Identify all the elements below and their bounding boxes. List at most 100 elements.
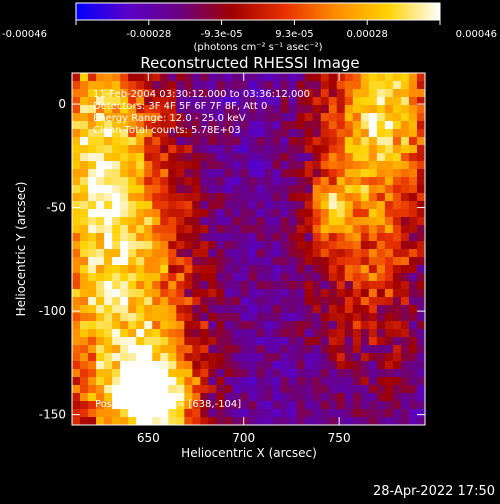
heatmap-cell xyxy=(200,73,209,82)
heatmap-cell xyxy=(160,393,169,402)
heatmap-cell xyxy=(160,105,169,114)
heatmap-cell xyxy=(320,225,330,234)
heatmap-cell xyxy=(336,137,346,146)
heatmap-cell xyxy=(384,281,394,290)
heatmap-cell xyxy=(288,257,298,266)
heatmap-cell xyxy=(136,113,145,122)
heatmap-cell xyxy=(344,369,354,378)
heatmap-cell xyxy=(72,337,81,346)
heatmap-cell xyxy=(344,417,354,426)
heatmap-cell xyxy=(208,257,217,266)
heatmap-cell xyxy=(320,233,330,242)
heatmap-cell xyxy=(128,177,137,186)
heatmap-cell xyxy=(240,185,249,194)
heatmap-cell xyxy=(88,289,97,298)
heatmap-cell xyxy=(272,129,281,138)
heatmap-cell xyxy=(80,81,89,90)
heatmap-cell xyxy=(120,177,129,186)
heatmap-cell xyxy=(376,193,386,202)
heatmap-cell xyxy=(352,289,362,298)
heatmap-cell xyxy=(80,369,89,378)
heatmap-cell xyxy=(72,401,81,410)
heatmap-cell xyxy=(96,121,105,130)
heatmap-cell xyxy=(160,121,169,130)
heatmap-cell xyxy=(304,73,314,82)
heatmap-cell xyxy=(256,81,265,90)
heatmap-cell xyxy=(264,193,273,202)
heatmap-cell xyxy=(184,185,193,194)
heatmap-cell xyxy=(232,321,241,330)
heatmap-cell xyxy=(384,137,394,146)
heatmap-cell xyxy=(184,289,193,298)
heatmap-cell xyxy=(320,145,330,154)
heatmap-cell xyxy=(312,241,322,250)
heatmap-cell xyxy=(296,185,306,194)
heatmap-cell xyxy=(184,97,193,106)
heatmap-cell xyxy=(400,289,410,298)
heatmap-cell xyxy=(96,193,105,202)
heatmap-cell xyxy=(376,385,386,394)
heatmap-cell xyxy=(384,273,394,282)
heatmap-cell xyxy=(200,265,209,274)
heatmap-cell xyxy=(152,417,161,426)
heatmap-cell xyxy=(280,417,290,426)
heatmap-cell xyxy=(176,145,185,154)
heatmap-cell xyxy=(256,209,265,218)
heatmap-cell xyxy=(400,305,410,314)
heatmap-cell xyxy=(80,297,89,306)
heatmap-cell xyxy=(392,281,402,290)
heatmap-cell xyxy=(256,217,265,226)
heatmap-cell xyxy=(80,73,89,82)
heatmap-cell xyxy=(72,417,81,426)
heatmap-cell xyxy=(416,281,426,290)
heatmap-cell xyxy=(312,225,322,234)
heatmap-cell xyxy=(192,145,201,154)
heatmap-cell xyxy=(328,225,338,234)
heatmap-cell xyxy=(320,137,330,146)
heatmap-cell xyxy=(232,97,241,106)
heatmap-cell xyxy=(416,241,426,250)
heatmap-cell xyxy=(416,185,426,194)
heatmap-cell xyxy=(208,177,217,186)
heatmap-cell xyxy=(72,289,81,298)
heatmap-cell xyxy=(312,401,322,410)
heatmap-cell xyxy=(296,89,306,98)
heatmap-cell xyxy=(168,409,177,418)
heatmap-cell xyxy=(352,209,362,218)
heatmap-cell xyxy=(152,329,161,338)
heatmap-cell xyxy=(408,105,418,114)
heatmap-cell xyxy=(72,297,81,306)
heatmap-cell xyxy=(176,265,185,274)
heatmap-cell xyxy=(200,145,209,154)
heatmap-cell xyxy=(72,273,81,282)
heatmap-cell xyxy=(240,377,249,386)
heatmap-cell xyxy=(392,185,402,194)
heatmap-cell xyxy=(224,89,233,98)
heatmap-cell xyxy=(112,265,121,274)
heatmap-cell xyxy=(104,169,113,178)
heatmap-cell xyxy=(312,337,322,346)
heatmap-cell xyxy=(360,297,370,306)
heatmap-cell xyxy=(152,353,161,362)
heatmap-cell xyxy=(296,369,306,378)
heatmap-cell xyxy=(72,353,81,362)
heatmap-cell xyxy=(336,121,346,130)
heatmap-cell xyxy=(344,321,354,330)
heatmap-cell xyxy=(80,225,89,234)
heatmap-cell xyxy=(80,105,89,114)
heatmap-cell xyxy=(392,201,402,210)
heatmap-cell xyxy=(400,209,410,218)
heatmap-cell xyxy=(256,297,265,306)
heatmap-cell xyxy=(232,89,241,98)
heatmap-cell xyxy=(384,73,394,82)
heatmap-cell xyxy=(96,377,105,386)
heatmap-cell xyxy=(152,177,161,186)
heatmap-cell xyxy=(360,209,370,218)
heatmap-cell xyxy=(184,177,193,186)
heatmap-cell xyxy=(376,113,386,122)
heatmap-cell xyxy=(296,257,306,266)
heatmap-cell xyxy=(88,177,97,186)
heatmap-cell xyxy=(144,233,153,242)
heatmap-cell xyxy=(224,329,233,338)
heatmap-cell xyxy=(136,185,145,194)
